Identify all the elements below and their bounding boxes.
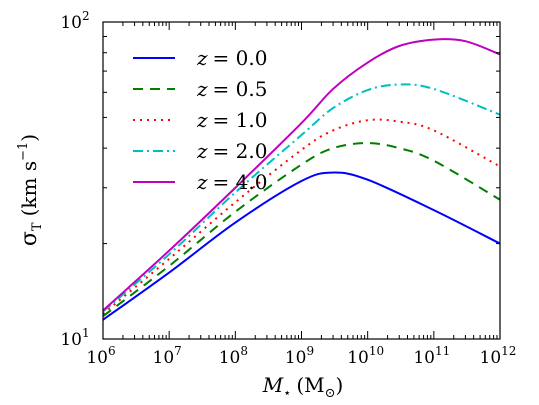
y-tick-base: 10: [60, 330, 82, 350]
x-axis-label: M⋆ (M⊙): [262, 373, 344, 401]
y-axis-symbol: σ: [17, 231, 42, 246]
legend-variable: z: [196, 77, 208, 101]
x-tick-label: 108: [219, 344, 248, 368]
x-tick-label: 1011: [413, 344, 450, 368]
legend-variable: z: [196, 46, 208, 70]
series-line-1: [102, 142, 501, 318]
x-tick-base: 10: [219, 348, 241, 368]
series-line-0: [102, 171, 501, 321]
legend-label-1: z = 0.5: [196, 77, 267, 101]
series-line-2: [102, 118, 501, 315]
x-axis-unit-subscript: ⊙: [325, 386, 336, 401]
x-axis-unit-close: ): [336, 373, 344, 397]
x-tick-base: 10: [285, 348, 307, 368]
x-tick-base: 10: [480, 348, 502, 368]
x-tick-base: 10: [347, 348, 369, 368]
legend: z = 0.0z = 0.5z = 1.0z = 2.0z = 4.0: [133, 46, 267, 194]
x-tick-label: 106: [86, 344, 115, 368]
series-curves: [102, 38, 501, 321]
x-tick-exponent: 8: [240, 344, 248, 358]
x-tick-exponent: 12: [501, 344, 516, 358]
x-tick-exponent: 9: [307, 344, 315, 358]
legend-variable: z: [196, 108, 208, 132]
x-tick-label: 1012: [480, 344, 517, 368]
legend-label-4: z = 4.0: [196, 170, 267, 194]
y-tick-label: 102: [60, 9, 89, 33]
x-tick-base: 10: [413, 348, 435, 368]
series-line-3: [102, 83, 501, 313]
legend-value: = 0.0: [213, 46, 268, 70]
y-tick-exponent: 1: [82, 326, 90, 340]
x-tick-exponent: 6: [108, 344, 116, 358]
y-tick-base: 10: [60, 13, 82, 33]
series-line-4: [102, 38, 501, 312]
x-tick-exponent: 10: [369, 344, 384, 358]
legend-value: = 1.0: [213, 108, 268, 132]
x-tick-base: 10: [153, 348, 175, 368]
x-tick-exponent: 11: [435, 344, 450, 358]
legend-value: = 4.0: [213, 170, 268, 194]
legend-label-0: z = 0.0: [196, 46, 267, 70]
x-axis-unit: (M: [296, 373, 324, 397]
y-tick-exponent: 2: [82, 9, 90, 23]
axis-ticks: [102, 21, 501, 340]
y-axis-unit-close: ): [17, 134, 41, 142]
y-axis-unit: (km s: [17, 161, 41, 217]
legend-variable: z: [196, 170, 208, 194]
x-axis-symbol: M: [262, 373, 284, 397]
x-tick-exponent: 7: [174, 344, 182, 358]
y-axis-label: σT (km s−1): [16, 134, 45, 246]
x-tick-label: 109: [285, 344, 314, 368]
legend-label-2: z = 1.0: [196, 108, 267, 132]
legend-value: = 0.5: [213, 77, 268, 101]
y-axis-unit-superscript: −1: [16, 142, 31, 161]
y-axis-subscript: T: [30, 222, 45, 231]
x-tick-label: 107: [153, 344, 182, 368]
legend-variable: z: [196, 139, 208, 163]
x-axis-subscript: ⋆: [283, 386, 291, 401]
x-tick-base: 10: [86, 348, 108, 368]
y-tick-label: 101: [60, 326, 89, 350]
legend-value: = 2.0: [213, 139, 268, 163]
legend-label-3: z = 2.0: [196, 139, 267, 163]
x-tick-label: 1010: [347, 344, 384, 368]
